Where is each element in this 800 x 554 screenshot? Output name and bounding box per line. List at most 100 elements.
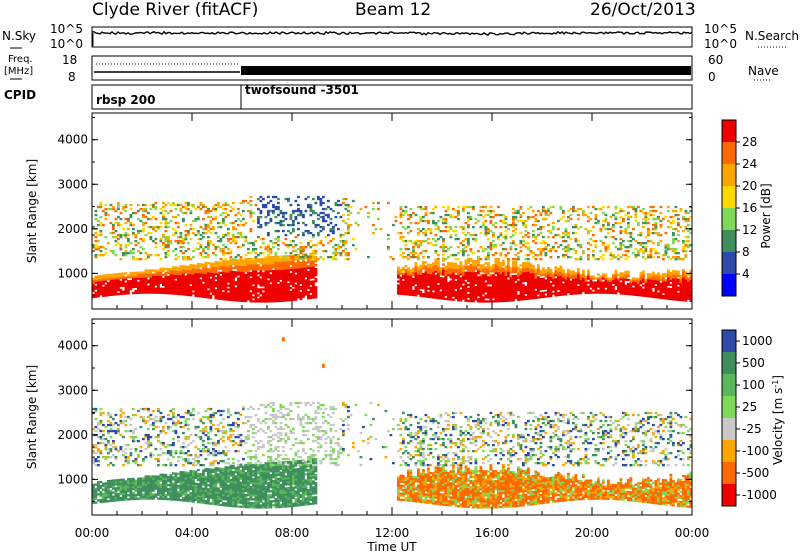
heatmap-cell — [492, 290, 495, 293]
heatmap-cell — [627, 292, 630, 296]
heatmap-cell — [659, 205, 663, 209]
heatmap-cell — [662, 284, 665, 288]
heatmap-cell — [672, 227, 675, 231]
heatmap-cell — [452, 276, 455, 279]
heatmap-cell — [207, 243, 210, 247]
heatmap-cell — [314, 274, 318, 277]
heatmap-cell — [549, 278, 553, 282]
heatmap-cell — [262, 284, 265, 287]
heatmap-cell — [307, 266, 310, 270]
heatmap-cell — [489, 300, 493, 303]
heatmap-cell — [229, 288, 233, 292]
heatmap-cell — [469, 281, 473, 285]
heatmap-cell — [619, 284, 623, 287]
heatmap-cell — [619, 245, 623, 249]
heatmap-cell — [534, 268, 538, 271]
heatmap-cell — [527, 277, 530, 280]
heatmap-cell — [304, 257, 308, 260]
heatmap-cell — [194, 217, 198, 221]
heatmap-cell — [469, 233, 473, 237]
heatmap-cell — [497, 298, 500, 301]
heatmap-cell — [229, 205, 233, 209]
heatmap-cell — [637, 251, 640, 255]
heatmap-cell — [482, 264, 485, 267]
heatmap-cell — [202, 271, 205, 274]
heatmap-cell — [482, 282, 485, 285]
heatmap-cell — [179, 282, 183, 286]
heatmap-cell — [622, 280, 625, 283]
nave-right-tick-bottom: 0 — [708, 70, 716, 84]
heatmap-cell — [677, 298, 680, 301]
heatmap-cell — [259, 270, 263, 273]
heatmap-cell — [342, 213, 345, 217]
heatmap-cell — [567, 286, 570, 290]
heatmap-cell — [149, 231, 153, 235]
heatmap-cell — [304, 265, 308, 268]
heatmap-cell — [489, 241, 493, 245]
heatmap-cell — [134, 257, 138, 261]
heatmap-cell — [167, 253, 170, 257]
heatmap-cell — [397, 268, 400, 271]
heatmap-cell — [422, 276, 425, 280]
heatmap-cell — [464, 299, 468, 302]
heatmap-cell — [219, 275, 223, 278]
heatmap-cell — [217, 293, 220, 296]
heatmap-cell — [264, 286, 268, 289]
heatmap-cell — [267, 280, 270, 283]
heatmap-cell — [667, 273, 670, 276]
heatmap-cell — [492, 270, 495, 273]
heatmap-cell — [327, 213, 330, 217]
heatmap-cell — [314, 251, 318, 255]
heatmap-cell — [632, 237, 635, 241]
heatmap-cell — [254, 268, 258, 271]
heatmap-cell — [579, 275, 583, 279]
heatmap-cell — [499, 253, 503, 257]
heatmap-cell — [149, 203, 153, 207]
heatmap-cell — [669, 273, 673, 277]
heatmap-cell — [497, 235, 500, 239]
heatmap-cell — [467, 259, 470, 262]
heatmap-cell — [419, 264, 423, 267]
heatmap-cell — [622, 209, 625, 213]
heatmap-cell — [207, 241, 210, 245]
heatmap-cell — [207, 274, 210, 277]
heatmap-cell — [487, 229, 490, 233]
heatmap-cell — [612, 287, 615, 291]
heatmap-cell — [167, 211, 170, 215]
heatmap-cell — [307, 284, 310, 288]
heatmap-cell — [182, 241, 185, 245]
heatmap-cell — [652, 255, 655, 259]
heatmap-cell — [324, 219, 328, 223]
heatmap-cell — [404, 243, 408, 247]
heatmap-cell — [602, 243, 605, 247]
heatmap-cell — [302, 263, 305, 266]
heatmap-cell — [497, 300, 500, 303]
heatmap-cell — [437, 253, 440, 257]
heatmap-cell — [487, 227, 490, 231]
heatmap-cell — [494, 262, 498, 265]
heatmap-cell — [247, 298, 250, 301]
heatmap-cell — [442, 267, 445, 270]
heatmap-cell — [437, 290, 440, 294]
heatmap-cell — [237, 297, 240, 300]
heatmap-cell — [292, 288, 295, 291]
heatmap-cell — [234, 289, 238, 292]
heatmap-cell — [614, 207, 618, 211]
heatmap-cell — [539, 296, 543, 299]
heatmap-cell — [512, 269, 515, 272]
heatmap-cell — [224, 276, 228, 279]
heatmap-cell — [119, 276, 123, 280]
heatmap-cell — [244, 295, 248, 299]
heatmap-cell — [247, 279, 250, 283]
heatmap-cell — [484, 270, 488, 273]
heatmap-cell — [219, 265, 223, 268]
heatmap-cell — [279, 255, 283, 259]
heatmap-cell — [222, 247, 225, 251]
heatmap-cell — [547, 243, 550, 247]
heatmap-cell — [684, 235, 688, 239]
heatmap-cell — [502, 267, 505, 271]
heatmap-cell — [229, 260, 233, 263]
heatmap-cell — [224, 288, 228, 291]
heatmap-cell — [142, 285, 145, 288]
heatmap-cell — [199, 225, 203, 229]
